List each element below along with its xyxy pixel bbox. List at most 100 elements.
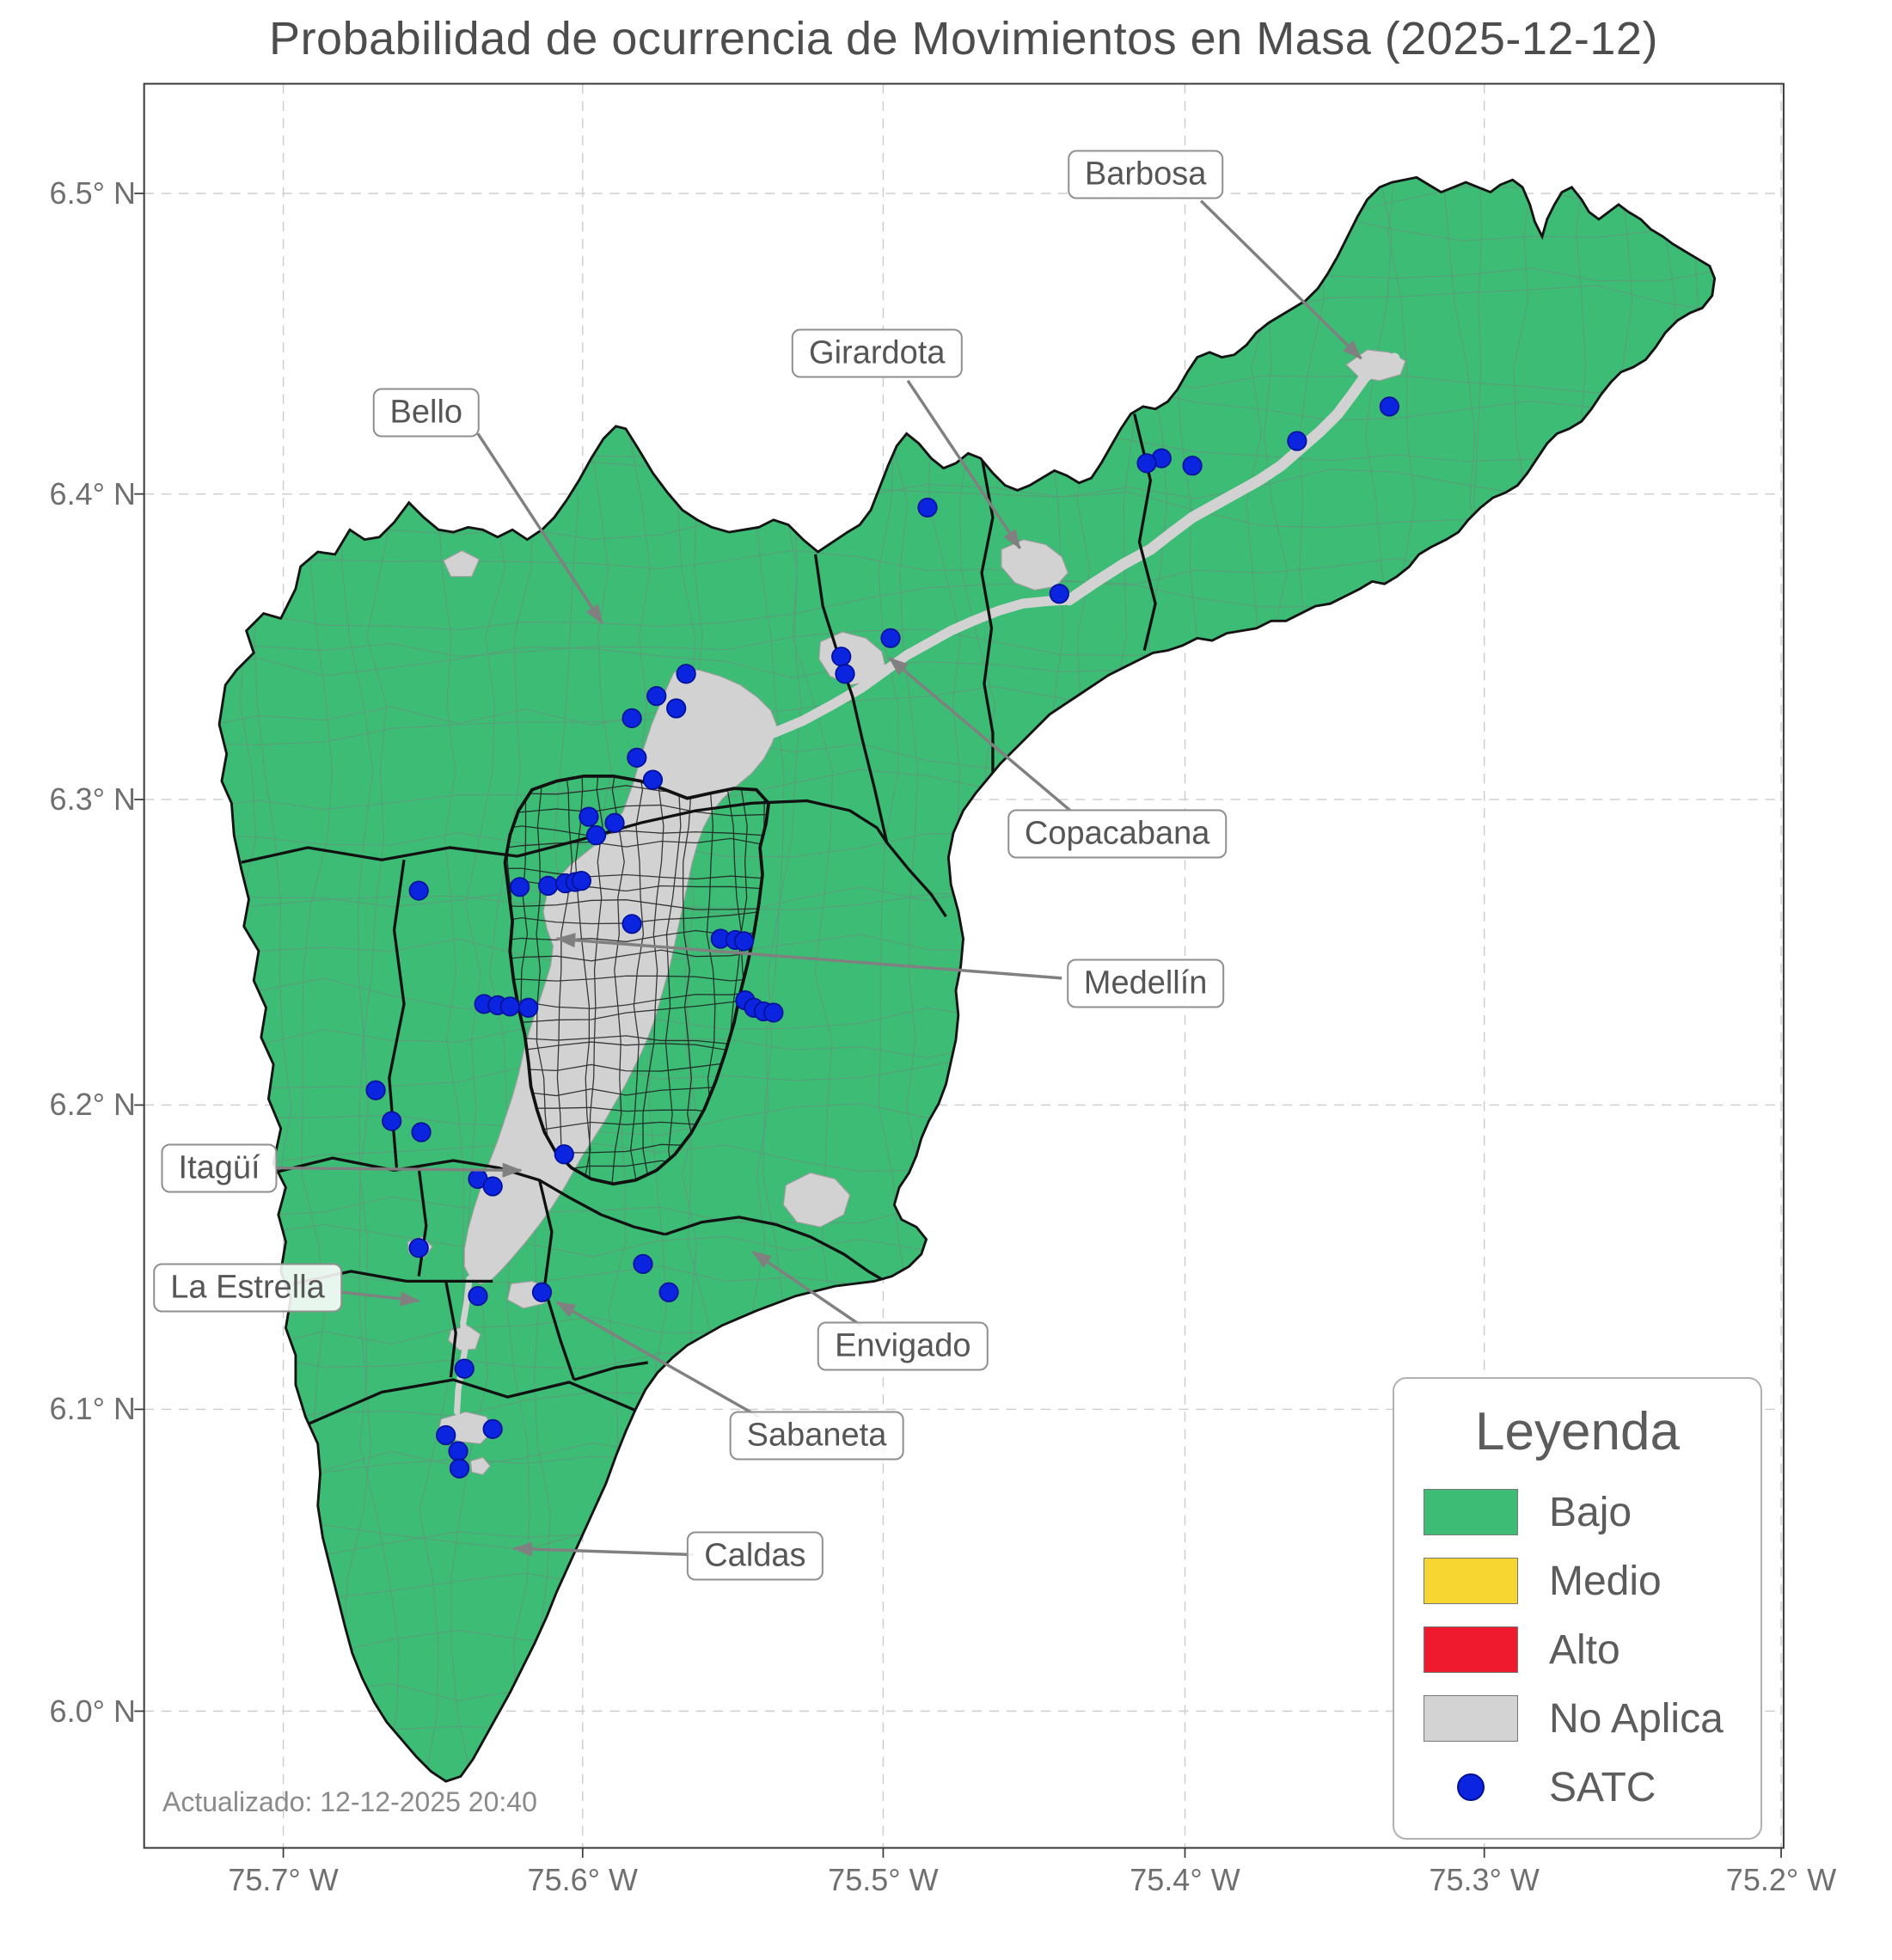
satc-dot bbox=[468, 1285, 488, 1307]
annotation-arrow-barbosa bbox=[1199, 199, 1362, 360]
legend-label: No Aplica bbox=[1549, 1695, 1724, 1742]
legend-label: SATC bbox=[1549, 1764, 1656, 1810]
x-tick-label: 75.2° W bbox=[1725, 1862, 1837, 1897]
satc-dot bbox=[571, 871, 591, 891]
y-tick-label: 6.2° N bbox=[49, 1087, 136, 1123]
satc-dot bbox=[642, 769, 664, 790]
satc-dot bbox=[454, 1358, 475, 1379]
annotation-arrows bbox=[273, 199, 1362, 1557]
y-tick-label: 6.1° N bbox=[49, 1391, 136, 1427]
legend-items: Bajo Medio Alto No Aplica SATC bbox=[1394, 1478, 1760, 1822]
legend-label: Medio bbox=[1549, 1558, 1662, 1604]
annotation-label-girardota: Girardota bbox=[792, 328, 963, 378]
legend-row-no-aplica: No Aplica bbox=[1394, 1684, 1760, 1753]
annotation-label-bello: Bello bbox=[372, 388, 481, 438]
legend-row-medio: Medio bbox=[1394, 1547, 1760, 1615]
legend-dot-swatch bbox=[1424, 1764, 1518, 1810]
satc-dot bbox=[604, 812, 625, 833]
annotation-arrow-bello bbox=[476, 432, 604, 625]
satc-dot bbox=[676, 664, 696, 684]
satc-dot bbox=[448, 1441, 468, 1461]
satc-dot bbox=[499, 996, 520, 1017]
x-tick-label: 75.7° W bbox=[228, 1862, 339, 1897]
satc-dot bbox=[733, 931, 755, 952]
satc-dot bbox=[1136, 453, 1157, 474]
satc-dot bbox=[531, 1282, 553, 1302]
y-tick-label: 6.0° N bbox=[49, 1693, 136, 1729]
legend-row-bajo: Bajo bbox=[1394, 1478, 1760, 1547]
satc-dot bbox=[1379, 396, 1399, 417]
annotation-arrow-copacabana bbox=[888, 656, 1072, 812]
plot-frame bbox=[143, 83, 1785, 1849]
annotation-label-caldas: Caldas bbox=[687, 1531, 824, 1581]
satc-dot bbox=[554, 1144, 574, 1165]
satc-dot bbox=[518, 997, 539, 1018]
satc-dot bbox=[621, 707, 642, 729]
satc-dot bbox=[621, 914, 642, 934]
satc-dot bbox=[382, 1111, 402, 1131]
legend-swatch bbox=[1424, 1626, 1518, 1673]
satc-dot bbox=[666, 698, 687, 719]
figure-title: Probabilidad de ocurrencia de Movimiento… bbox=[269, 13, 1658, 64]
legend-label: Bajo bbox=[1549, 1489, 1632, 1535]
updated-timestamp: Actualizado: 12-12-2025 20:40 bbox=[162, 1786, 537, 1817]
satc-dot bbox=[658, 1282, 679, 1302]
annotation-label-sabaneta: Sabaneta bbox=[729, 1411, 904, 1461]
satc-dot-icon bbox=[1457, 1773, 1485, 1801]
satc-dot bbox=[585, 825, 607, 846]
legend-label: Alto bbox=[1549, 1626, 1620, 1673]
annotation-label-envigado: Envigado bbox=[817, 1321, 989, 1371]
satc-dot bbox=[482, 1418, 503, 1439]
annotation-label-copacabana: Copacabana bbox=[1007, 809, 1228, 859]
legend: Leyenda Bajo Medio Alto No Aplica SATC bbox=[1393, 1377, 1762, 1840]
satc-dot bbox=[579, 806, 599, 827]
satc-dot bbox=[449, 1458, 470, 1479]
legend-swatch bbox=[1424, 1695, 1518, 1742]
satc-dot bbox=[646, 686, 667, 707]
satc-dot bbox=[408, 1238, 429, 1259]
annotation-arrow-girardota bbox=[906, 379, 1021, 549]
annotation-arrow-laestrella bbox=[332, 1289, 420, 1307]
satc-dot bbox=[538, 875, 559, 896]
satc-dot bbox=[1287, 431, 1307, 451]
satc-dot bbox=[627, 747, 647, 768]
legend-swatch bbox=[1424, 1489, 1518, 1535]
annotation-label-laestrella: La Estrella bbox=[153, 1263, 342, 1313]
x-tick-label: 75.6° W bbox=[527, 1862, 639, 1897]
satc-dot bbox=[408, 880, 429, 901]
y-tick-label: 6.4° N bbox=[49, 475, 136, 511]
satc-stations bbox=[365, 396, 1399, 1479]
satc-dot bbox=[436, 1424, 456, 1446]
annotation-arrow-itagui bbox=[273, 1162, 523, 1178]
legend-swatch bbox=[1424, 1558, 1518, 1604]
legend-title: Leyenda bbox=[1475, 1402, 1680, 1461]
y-tick-label: 6.3° N bbox=[49, 781, 136, 818]
satc-dot bbox=[411, 1122, 432, 1142]
satc-dot bbox=[482, 1176, 503, 1197]
satc-dot bbox=[365, 1080, 386, 1100]
annotation-arrow-medellin bbox=[555, 933, 1062, 980]
satc-dot bbox=[763, 1002, 784, 1023]
annotation-arrow-envigado bbox=[751, 1250, 862, 1327]
satc-dot bbox=[831, 646, 852, 667]
annotation-arrow-caldas bbox=[512, 1541, 694, 1557]
annotation-arrow-sabaneta bbox=[555, 1301, 760, 1418]
satc-dot bbox=[835, 664, 855, 684]
annotation-label-medellin: Medellín bbox=[1066, 959, 1225, 1008]
annotation-label-barbosa: Barbosa bbox=[1067, 150, 1224, 199]
satc-dot bbox=[633, 1253, 653, 1274]
satc-dot bbox=[917, 497, 938, 518]
x-tick-label: 75.4° W bbox=[1130, 1862, 1240, 1897]
satc-dot bbox=[1049, 584, 1069, 604]
satc-dot bbox=[1182, 456, 1203, 476]
satc-dot bbox=[510, 877, 530, 897]
x-tick-label: 75.5° W bbox=[828, 1862, 939, 1897]
y-tick-label: 6.5° N bbox=[49, 175, 136, 211]
satc-dot bbox=[880, 628, 901, 648]
annotation-label-itagui: Itagüí bbox=[161, 1143, 278, 1193]
tick-marks bbox=[134, 193, 1782, 1859]
legend-row-alto: Alto bbox=[1394, 1615, 1760, 1684]
x-tick-label: 75.3° W bbox=[1429, 1862, 1540, 1897]
